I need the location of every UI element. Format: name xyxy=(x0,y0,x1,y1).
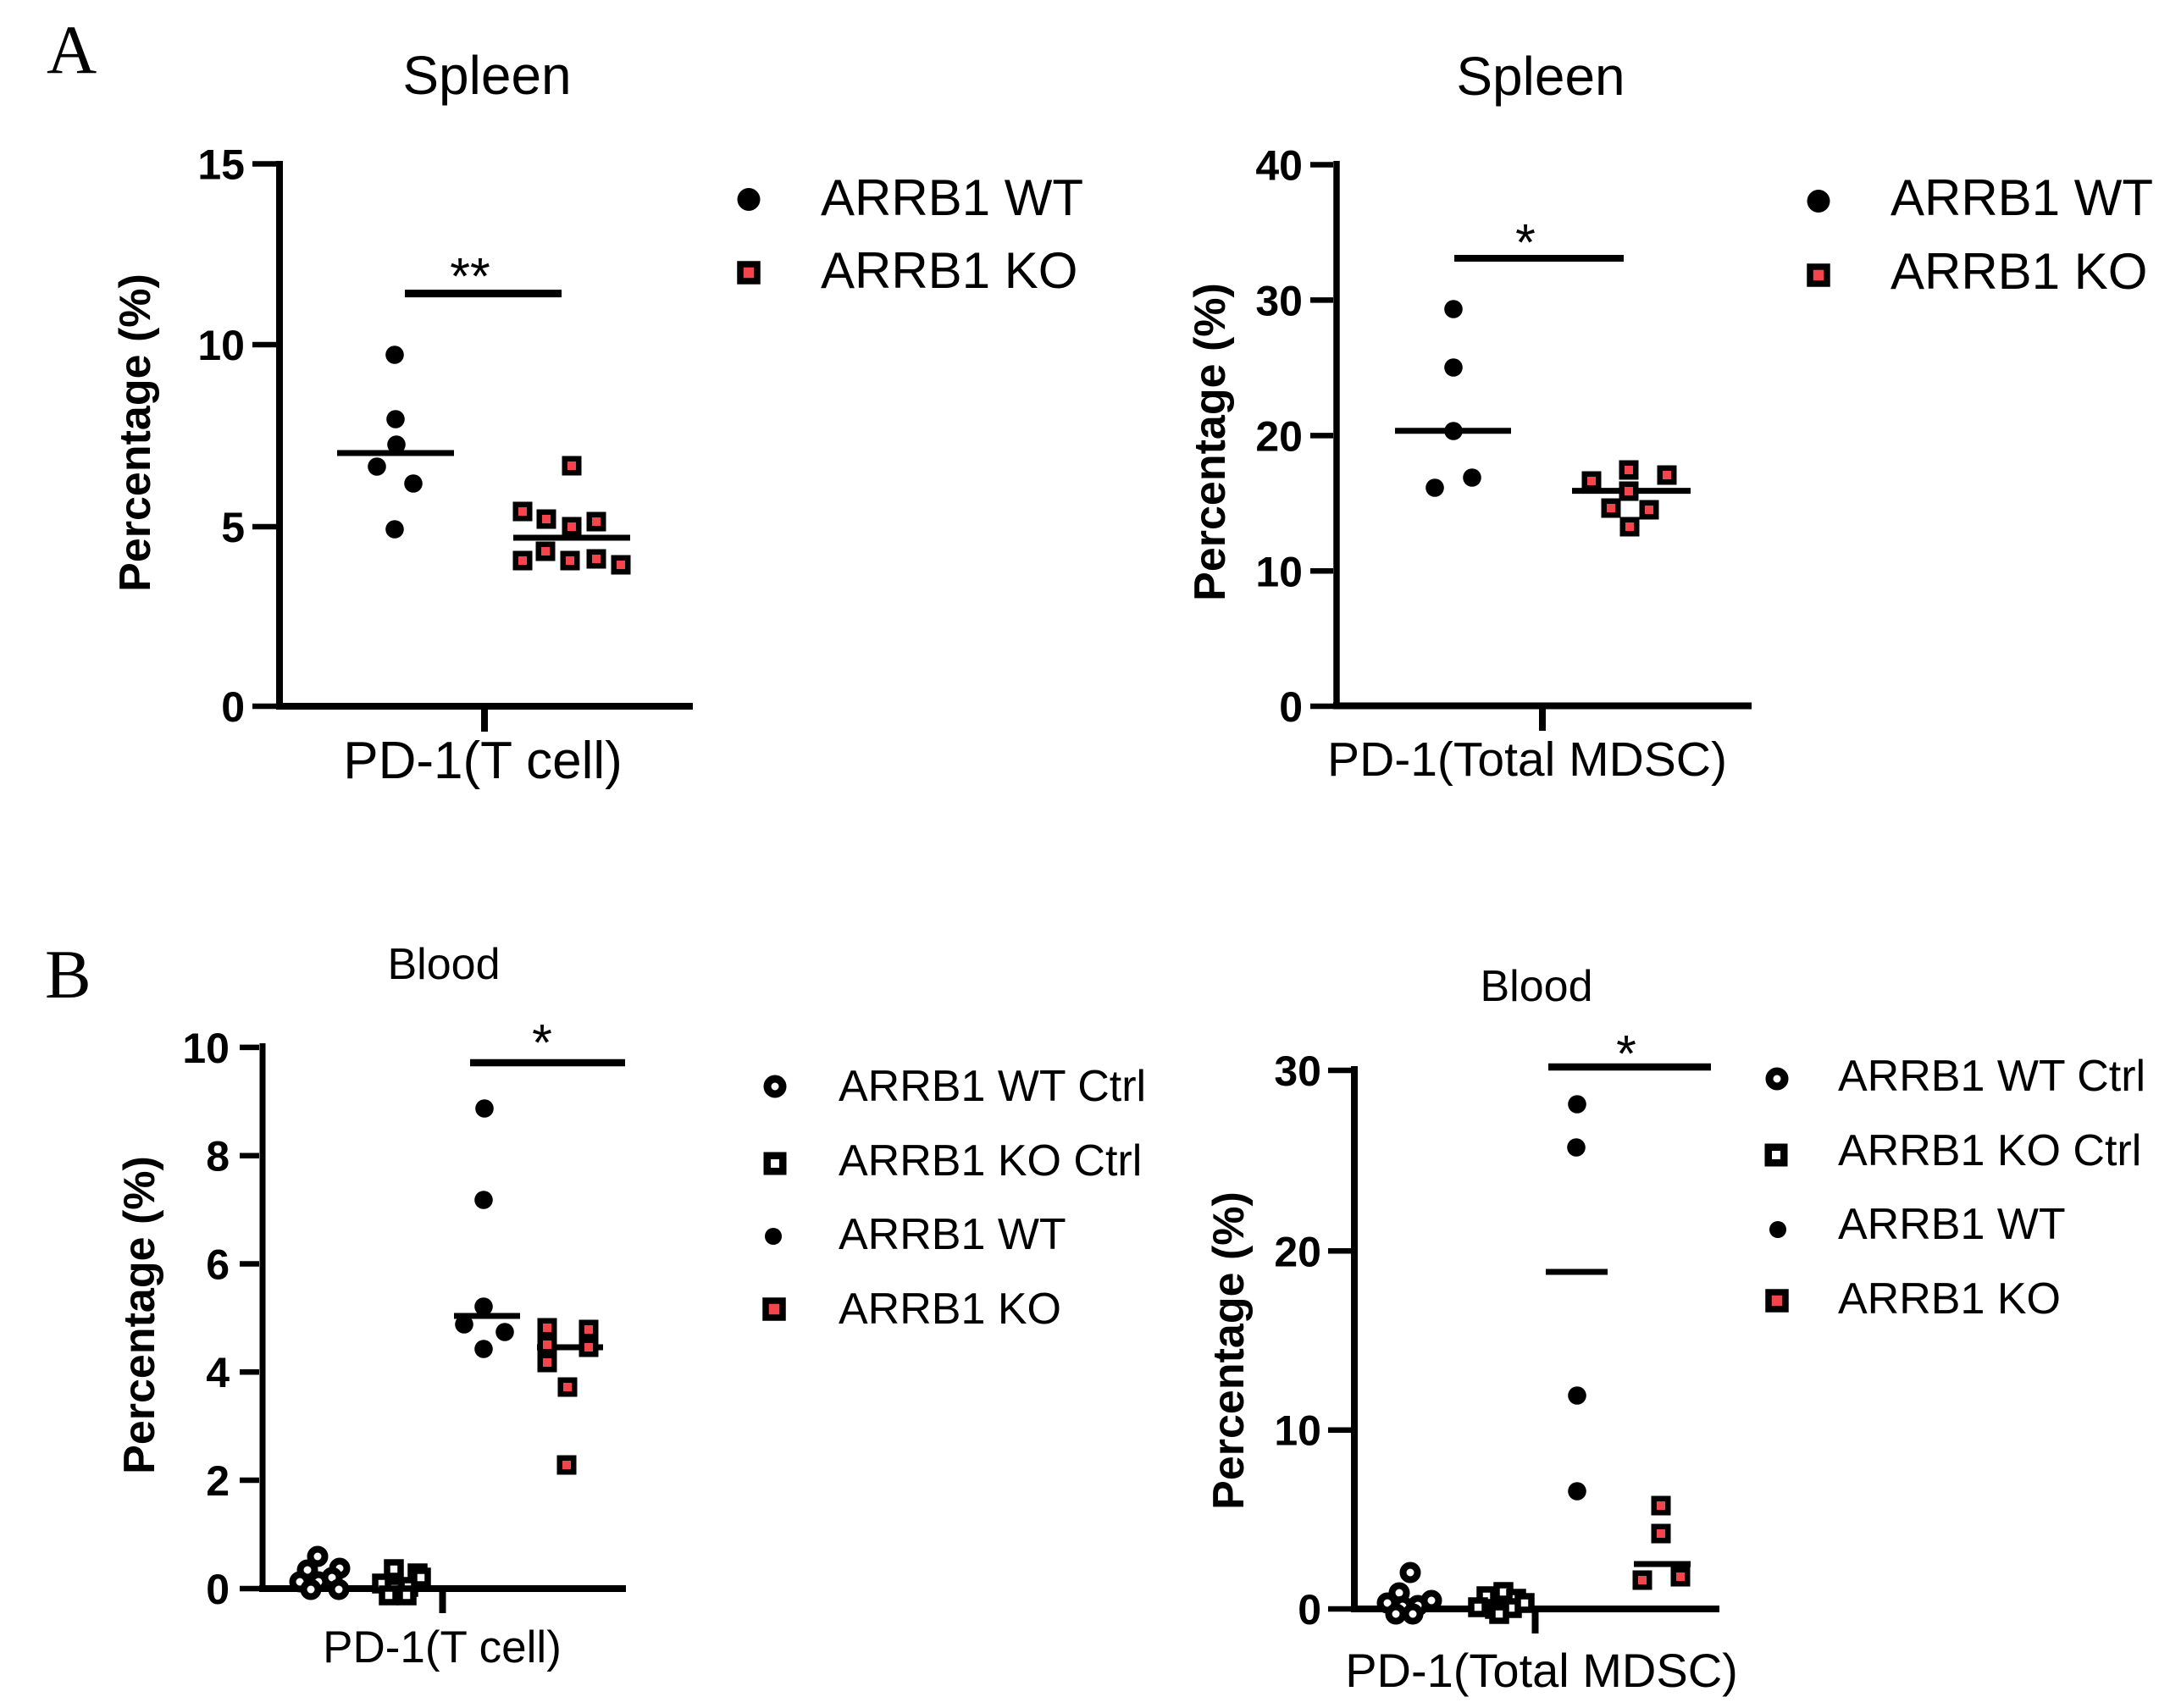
svg-text:ARRB1 KO: ARRB1 KO xyxy=(1838,1274,2061,1324)
svg-text:Percentage (%): Percentage (%) xyxy=(111,274,160,592)
svg-text:30: 30 xyxy=(1255,277,1303,324)
svg-text:Percentage (%): Percentage (%) xyxy=(1204,1191,1254,1510)
svg-text:PD-1(T cell): PD-1(T cell) xyxy=(323,1622,562,1672)
svg-text:40: 40 xyxy=(1255,142,1303,190)
svg-text:10: 10 xyxy=(182,1025,230,1072)
svg-text:0: 0 xyxy=(221,683,245,731)
svg-text:PD-1(Total MDSC): PD-1(Total MDSC) xyxy=(1345,1644,1738,1697)
svg-text:B: B xyxy=(45,936,91,1013)
svg-text:0: 0 xyxy=(206,1566,230,1613)
svg-text:10: 10 xyxy=(1255,548,1303,595)
svg-text:PD-1(Total MDSC): PD-1(Total MDSC) xyxy=(1327,732,1727,787)
svg-text:10: 10 xyxy=(197,322,245,369)
svg-text:ARRB1 WT Ctrl: ARRB1 WT Ctrl xyxy=(839,1062,1146,1111)
svg-text:10: 10 xyxy=(1274,1407,1321,1455)
svg-text:Percentage (%): Percentage (%) xyxy=(115,1156,164,1474)
svg-text:Blood: Blood xyxy=(388,940,501,989)
svg-text:ARRB1 WT: ARRB1 WT xyxy=(821,169,1083,226)
svg-text:*: * xyxy=(1515,213,1536,271)
svg-text:0: 0 xyxy=(1298,1586,1321,1633)
svg-text:ARRB1 KO Ctrl: ARRB1 KO Ctrl xyxy=(839,1136,1142,1186)
svg-text:2: 2 xyxy=(206,1457,230,1505)
svg-text:ARRB1 WT Ctrl: ARRB1 WT Ctrl xyxy=(1838,1052,2145,1101)
svg-text:Spleen: Spleen xyxy=(402,45,571,106)
svg-text:15: 15 xyxy=(197,141,245,189)
svg-text:0: 0 xyxy=(1279,683,1303,731)
svg-text:ARRB1 KO Ctrl: ARRB1 KO Ctrl xyxy=(1838,1126,2141,1175)
svg-text:*: * xyxy=(1616,1025,1636,1082)
svg-text:*: * xyxy=(532,1014,552,1071)
svg-text:4: 4 xyxy=(206,1349,230,1396)
svg-text:ARRB1 WT: ARRB1 WT xyxy=(1891,169,2153,226)
svg-text:Percentage (%): Percentage (%) xyxy=(1186,283,1235,601)
svg-text:5: 5 xyxy=(221,504,245,551)
svg-text:6: 6 xyxy=(206,1241,230,1289)
svg-text:ARRB1 WT: ARRB1 WT xyxy=(1838,1200,2066,1249)
svg-text:**: ** xyxy=(450,247,490,305)
svg-text:8: 8 xyxy=(206,1133,230,1180)
svg-text:Spleen: Spleen xyxy=(1456,46,1625,107)
svg-text:ARRB1 KO: ARRB1 KO xyxy=(839,1285,1061,1334)
svg-text:PD-1(T cell): PD-1(T cell) xyxy=(343,732,623,790)
svg-text:ARRB1 WT: ARRB1 WT xyxy=(839,1210,1066,1259)
svg-text:A: A xyxy=(47,11,97,88)
svg-text:ARRB1 KO: ARRB1 KO xyxy=(821,242,1077,299)
svg-text:Blood: Blood xyxy=(1481,962,1593,1011)
svg-text:30: 30 xyxy=(1274,1047,1321,1095)
svg-text:ARRB1 KO: ARRB1 KO xyxy=(1891,243,2147,300)
svg-text:20: 20 xyxy=(1255,412,1303,460)
svg-text:20: 20 xyxy=(1274,1228,1321,1275)
